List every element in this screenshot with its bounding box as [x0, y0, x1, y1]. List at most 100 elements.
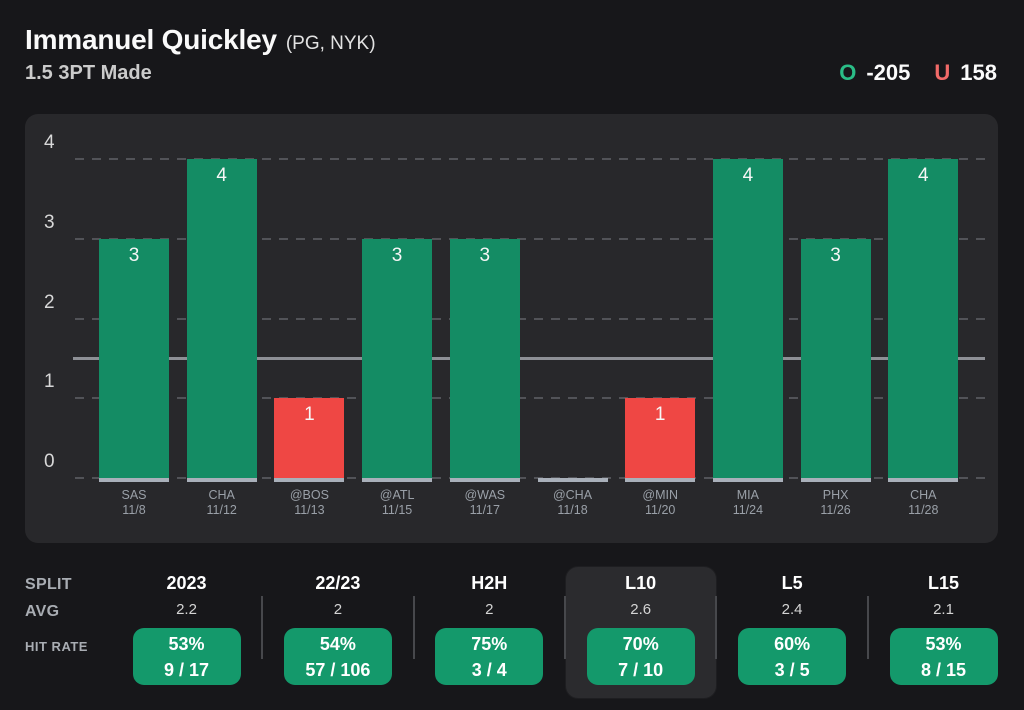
- splits-section: SPLIT AVG HIT RATE 2023 2.2 53% 9 / 17 22/23…: [0, 563, 1024, 710]
- split-column-22-23[interactable]: 22/23 2 54% 57 / 106: [263, 567, 413, 698]
- split-column-l5[interactable]: L5 2.4 60% 3 / 5: [717, 567, 867, 698]
- x-axis-date: 11/26: [820, 503, 851, 517]
- bar-baseline-strip: [712, 478, 783, 482]
- under-odds-value[interactable]: 158: [960, 60, 997, 85]
- x-axis-opponent: @WAS: [464, 488, 506, 502]
- split-avg-value: 2.1: [933, 601, 954, 618]
- split-avg-value: 2.4: [781, 601, 803, 618]
- x-axis-date: 11/18: [557, 503, 588, 517]
- hit-rate-percent: 54%: [319, 633, 356, 654]
- bar-at-was-11-17: 3: [449, 238, 520, 478]
- x-axis-label: @ATL 11/15: [353, 488, 441, 518]
- split-column-divider: [715, 596, 718, 659]
- y-axis-tick-0: 0: [44, 451, 55, 472]
- x-axis-opponent: @MIN: [642, 488, 678, 502]
- hit-rate-record: 9 / 17: [163, 659, 210, 680]
- x-axis-opponent: @CHA: [552, 488, 593, 502]
- bar-value-label: 4: [918, 165, 929, 186]
- game-log-chart-panel: 0 1 2 3 4 3 SAS 11/8 4 CHA 11/12 1 @BOS 11/13 3 @ATL 11/…: [25, 114, 998, 543]
- x-axis-date: 11/15: [381, 503, 413, 517]
- x-axis-opponent: CHA: [208, 488, 235, 502]
- bar-baseline-strip: [537, 478, 608, 482]
- hit-rate-record: 7 / 10: [618, 659, 664, 680]
- bar-at-bos-11-13: 1: [274, 398, 345, 478]
- x-axis-label: @BOS 11/13: [265, 488, 353, 518]
- odds-row: O -205 U 158: [839, 60, 997, 86]
- hit-rate-percent: 53%: [925, 633, 962, 654]
- bar-baseline-strip: [449, 478, 520, 482]
- gridline-y2: [75, 317, 985, 320]
- x-axis-label: @WAS 11/17: [441, 488, 529, 518]
- bar-phx-11-26: 3: [800, 238, 871, 478]
- split-column-l15[interactable]: L15 2.1 53% 8 / 15: [869, 567, 1019, 698]
- x-axis-label: CHA 11/12: [178, 488, 266, 518]
- split-header-l15: L15: [927, 573, 960, 593]
- split-column-divider: [866, 596, 869, 659]
- bar-baseline-strip: [362, 478, 433, 482]
- bar-cha-11-12: 4: [186, 159, 257, 478]
- split-column-divider: [564, 596, 566, 659]
- x-axis-label: PHX 11/26: [792, 488, 880, 518]
- bar-at-min-11-20: 1: [625, 398, 696, 478]
- bar-baseline-strip: [888, 478, 959, 482]
- prop-line-1-5: [73, 356, 985, 360]
- split-avg-value: 2.2: [176, 601, 197, 618]
- bar-at-atl-11-15: 3: [362, 238, 433, 478]
- split-column-h2h[interactable]: H2H 2 75% 3 / 4: [414, 567, 564, 698]
- bar-mia-11-24: 4: [712, 159, 783, 478]
- splits-row-label-hit-rate: HIT RATE: [25, 639, 88, 654]
- y-axis-tick-2: 2: [44, 291, 55, 313]
- split-column-divider: [412, 596, 415, 659]
- bar-value-label: 3: [128, 244, 140, 266]
- x-axis-opponent: SAS: [121, 488, 147, 502]
- hit-rate-pill: 54% 57 / 106: [283, 628, 392, 685]
- bar-baseline-strip: [625, 478, 696, 482]
- split-column-divider: [261, 596, 264, 659]
- over-odds-value[interactable]: -205: [866, 60, 911, 85]
- x-axis-label: @MIN 11/20: [616, 488, 704, 518]
- split-avg-value: 2: [485, 601, 494, 618]
- prop-title: 1.5 3PT Made: [25, 62, 152, 84]
- hit-rate-pill: 53% 8 / 15: [889, 628, 998, 685]
- x-axis-label: CHA 11/28: [879, 488, 967, 518]
- hit-rate-pill: 60% 3 / 5: [738, 628, 847, 685]
- x-axis-label: MIA 11/24: [704, 488, 792, 518]
- bar-value-label: 4: [216, 165, 227, 186]
- bar-baseline-strip: [274, 478, 345, 482]
- x-axis-opponent: @BOS: [289, 488, 329, 502]
- hit-rate-percent: 53%: [168, 633, 205, 654]
- x-axis-opponent: CHA: [910, 488, 937, 502]
- under-indicator[interactable]: U: [934, 60, 951, 85]
- hit-rate-record: 3 / 4: [471, 659, 507, 680]
- x-axis-date: 11/20: [645, 503, 676, 517]
- split-column-2023[interactable]: 2023 2.2 53% 9 / 17: [112, 567, 262, 698]
- bar-value-label: 4: [742, 165, 754, 186]
- split-column-l10[interactable]: L10 2.6 70% 7 / 10: [565, 567, 716, 698]
- bar-value-label: 3: [391, 244, 403, 266]
- y-axis-tick-1: 1: [44, 371, 55, 393]
- gridline-y1: [75, 397, 985, 400]
- hit-rate-record: 3 / 5: [774, 659, 810, 680]
- split-header-l5: L5: [781, 573, 803, 593]
- player-position-team: (PG, NYK): [285, 33, 376, 54]
- bar-value-label: 1: [654, 404, 666, 426]
- gridline-y3: [75, 237, 985, 240]
- x-axis-date: 11/17: [469, 503, 500, 517]
- x-axis-date: 11/8: [122, 503, 146, 517]
- x-axis-date: 11/28: [908, 503, 939, 517]
- split-header-h2h: H2H: [471, 573, 508, 593]
- player-header: Immanuel Quickley (PG, NYK): [25, 24, 376, 56]
- bar-cha-11-28: 4: [888, 159, 959, 478]
- bar-value-label: 1: [304, 404, 315, 426]
- x-axis-opponent: PHX: [822, 488, 849, 502]
- hit-rate-percent: 70%: [622, 633, 659, 654]
- split-avg-value: 2: [333, 601, 343, 618]
- x-axis-opponent: @ATL: [379, 488, 415, 502]
- hit-rate-pill: 75% 3 / 4: [435, 628, 544, 685]
- bar-baseline-strip: [99, 478, 169, 482]
- over-indicator[interactable]: O: [839, 60, 857, 85]
- bar-baseline-strip: [186, 478, 257, 482]
- player-name: Immanuel Quickley: [25, 24, 277, 55]
- split-header-22-23: 22/23: [315, 573, 361, 593]
- split-header-l10: L10: [625, 573, 657, 593]
